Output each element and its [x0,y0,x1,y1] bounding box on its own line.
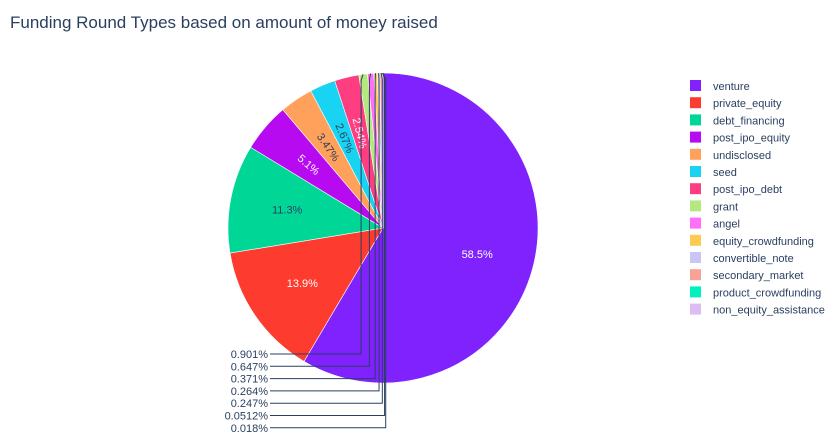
legend-item-post-ipo-debt[interactable]: post_ipo_debt [690,183,782,196]
legend-swatch-undisclosed [690,148,701,160]
legend-label-venture: venture [713,81,750,93]
legend-item-seed[interactable]: seed [690,166,737,179]
legend-label-post-ipo-debt: post_ipo_debt [713,184,782,196]
slice-private-equity[interactable] [229,227,384,362]
legend-item-undisclosed[interactable]: undisclosed [690,148,771,162]
legend-swatch-equity-crowdfunding [690,234,701,246]
slice-label-debt-financing: 11.3% [272,204,303,216]
legend-swatch-venture [690,80,701,91]
legend-swatch-debt-financing [690,114,701,126]
legend-swatch-seed [690,166,701,177]
leader-line-non-equity-assistance [270,72,387,429]
legend-label-product-crowdfunding: product_crowdfunding [713,287,821,299]
legend-item-private-equity[interactable]: private_equity [690,97,782,110]
leader-line-equity-crowdfunding [270,73,377,380]
slice-label-angel: 0.647% [231,361,269,373]
legend-item-secondary-market[interactable]: secondary_market [690,269,804,282]
chart-title: Funding Round Types based on amount of m… [10,13,438,32]
legend-item-post-ipo-equity[interactable]: post_ipo_equity [690,131,791,145]
legend-label-non-equity-assistance: non_equity_assistance [713,305,825,317]
legend-swatch-convertible-note [690,252,701,263]
legend-item-venture[interactable]: venture [690,80,750,93]
outside-labels: 0.901%0.647%0.371%0.264%0.247%0.0512%0.0… [225,72,387,435]
slice-label-venture: 58.5% [462,249,493,261]
legend-swatch-post-ipo-equity [690,131,701,143]
legend-swatch-secondary-market [690,269,701,281]
leader-line-grant [270,74,364,355]
legend-item-angel[interactable]: angel [690,217,740,231]
legend-item-non-equity-assistance[interactable]: non_equity_assistance [690,303,825,317]
legend-item-convertible-note[interactable]: convertible_note [690,252,794,265]
slice-label-grant: 0.901% [231,349,269,361]
legend-label-angel: angel [713,219,740,231]
slice-label-convertible-note: 0.264% [231,386,269,398]
legend-label-grant: grant [713,201,738,213]
legend-label-seed: seed [713,167,737,179]
slice-label-secondary-market: 0.247% [231,398,269,410]
legend-item-debt-financing[interactable]: debt_financing [690,114,785,127]
slice-venture[interactable] [303,72,539,384]
legend-label-secondary-market: secondary_market [713,270,804,282]
legend-swatch-private-equity [690,97,701,109]
slice-label-non-equity-assistance: 0.018% [231,423,269,435]
legend-item-product-crowdfunding[interactable]: product_crowdfunding [690,286,821,299]
legend-item-grant[interactable]: grant [690,200,738,213]
legend-label-undisclosed: undisclosed [713,150,771,162]
slice-label-product-crowdfunding: 0.0512% [225,411,269,423]
legend-swatch-product-crowdfunding [690,286,701,298]
slice-label-equity-crowdfunding: 0.371% [231,374,269,386]
legend-label-debt-financing: debt_financing [713,115,785,127]
legend-label-private-equity: private_equity [713,98,782,110]
slice-debt-financing[interactable] [227,146,384,254]
leader-line-secondary-market [270,72,383,404]
leader-line-convertible-note [270,73,380,392]
legend-label-post-ipo-equity: post_ipo_equity [713,133,791,145]
legend-label-equity-crowdfunding: equity_crowdfunding [713,236,814,248]
legend-swatch-post-ipo-debt [690,183,701,195]
leader-line-product-crowdfunding [270,72,386,416]
legend-swatch-non-equity-assistance [690,303,701,315]
legend-label-convertible-note: convertible_note [713,253,794,265]
legend-item-equity-crowdfunding[interactable]: equity_crowdfunding [690,234,814,248]
leader-line-angel [270,73,372,367]
legend-swatch-grant [690,200,701,212]
legend-swatch-angel [690,217,701,229]
legend: venture private_equity debt_financing post_… [690,80,825,317]
slice-label-private-equity: 13.9% [287,278,318,290]
pie-slices [227,72,539,384]
